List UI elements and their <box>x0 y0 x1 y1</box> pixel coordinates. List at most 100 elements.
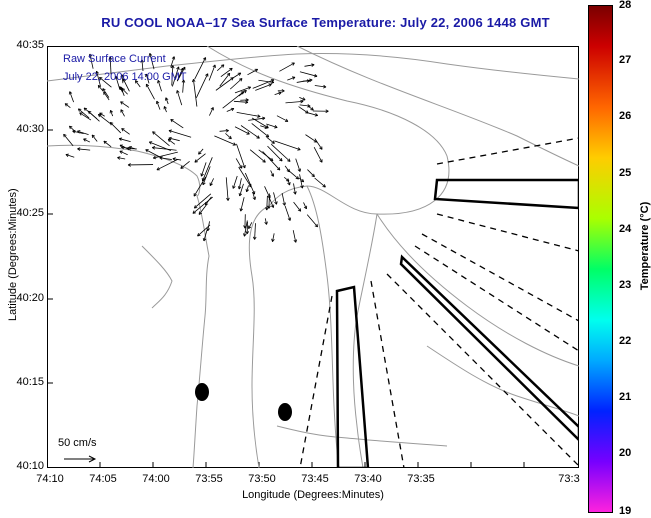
current-vector-head <box>311 64 315 67</box>
current-vector-head <box>176 90 180 93</box>
y-tick-label: 40:25 <box>16 207 44 219</box>
current-vector-head <box>205 203 209 206</box>
current-vector <box>208 64 216 81</box>
current-vector-head <box>78 108 82 110</box>
colorbar-tick: 21 <box>619 391 632 403</box>
current-vector <box>238 166 252 188</box>
current-vector-head <box>120 74 123 78</box>
current-vector-head <box>238 186 242 190</box>
current-vector-head <box>178 66 180 70</box>
current-vector <box>182 79 185 93</box>
vector-legend-time: July 22, 2006 14:00 GMT <box>63 71 187 83</box>
current-vector <box>292 230 297 243</box>
current-vector-head <box>239 166 243 169</box>
current-vector-head <box>262 116 266 119</box>
current-vector <box>145 73 150 84</box>
current-vector-head <box>239 78 243 80</box>
current-vector-head <box>157 80 161 83</box>
current-vector-head <box>180 165 183 169</box>
current-vector <box>307 105 314 111</box>
current-vector <box>267 145 283 162</box>
colorbar-tick: 20 <box>619 447 632 459</box>
current-vector-head <box>198 151 200 155</box>
current-vector-head <box>311 175 315 178</box>
sandy-hook <box>141 245 173 309</box>
current-vector-head <box>212 64 216 68</box>
current-vector <box>299 71 318 77</box>
current-vector <box>65 154 75 158</box>
current-vector <box>243 220 248 237</box>
current-vector <box>305 134 318 143</box>
current-vector-head <box>246 189 249 193</box>
current-vector-head <box>281 89 285 92</box>
colorbar-label: Temperature (°C) <box>639 201 651 291</box>
current-vector <box>168 130 192 138</box>
colorbar-tick: 25 <box>619 167 632 179</box>
current-vector-head <box>228 137 232 140</box>
current-vector-head <box>121 88 124 92</box>
current-vector <box>172 66 180 87</box>
current-vector-head <box>153 157 157 160</box>
current-vector-head <box>279 159 283 162</box>
current-vector-head <box>152 147 155 150</box>
current-vector <box>159 157 172 160</box>
current-vector-head <box>248 226 252 229</box>
current-vector-head <box>297 169 301 172</box>
current-vector <box>281 192 286 206</box>
current-vector-head <box>244 90 247 94</box>
current-vector-head <box>272 239 275 242</box>
current-vector <box>296 79 313 83</box>
current-vector-head <box>168 136 172 139</box>
current-vector-head <box>222 64 225 68</box>
current-vector-head <box>265 136 269 138</box>
current-vector-head <box>121 88 126 90</box>
current-vector-head <box>323 84 327 88</box>
contour-30m-east <box>376 213 579 367</box>
current-vector-head <box>128 145 132 148</box>
current-vector-head <box>209 183 213 186</box>
current-vector-head <box>173 56 176 60</box>
scale-label: 50 cm/s <box>58 437 97 449</box>
current-vector-head <box>119 86 123 89</box>
current-vector-head <box>165 97 169 100</box>
y-tick-label: 40:20 <box>16 292 44 304</box>
current-vector-head <box>230 135 232 139</box>
current-vector-head <box>72 129 76 132</box>
coastline-contours <box>47 46 579 468</box>
current-vector-head <box>315 113 318 116</box>
current-vector <box>279 62 295 72</box>
current-vector-head <box>300 180 304 183</box>
current-vector-head <box>146 83 150 87</box>
current-vector <box>216 64 225 72</box>
current-vector-head <box>193 194 197 197</box>
current-vector <box>209 178 214 186</box>
station-marker-east <box>278 403 292 421</box>
current-vector-head <box>311 63 315 66</box>
current-vector-head <box>287 178 290 182</box>
current-vector-head <box>167 139 170 143</box>
current-vector <box>276 115 289 122</box>
current-vector <box>236 112 261 117</box>
current-vector <box>135 80 141 88</box>
current-vector <box>202 166 211 186</box>
current-vector-head <box>69 125 73 128</box>
current-vector-head <box>119 150 122 154</box>
current-vector <box>270 170 274 177</box>
current-vector <box>78 108 90 119</box>
current-vector-head <box>157 80 159 84</box>
current-vector <box>252 79 275 89</box>
current-vector-head <box>202 237 205 242</box>
current-vector <box>234 86 251 94</box>
ambrose-lane-southeast <box>399 254 579 442</box>
current-vector-head <box>120 109 124 112</box>
current-vector-head <box>239 208 242 212</box>
current-vector-head <box>325 110 329 113</box>
current-vector-head <box>314 225 318 228</box>
current-vector-head <box>88 110 92 113</box>
current-vector-head <box>220 64 225 66</box>
ambrose-lane-east <box>433 178 579 210</box>
current-vector <box>235 158 243 169</box>
current-vector-head <box>316 223 319 227</box>
current-vector-head <box>121 147 125 150</box>
current-vector-head <box>295 178 299 180</box>
